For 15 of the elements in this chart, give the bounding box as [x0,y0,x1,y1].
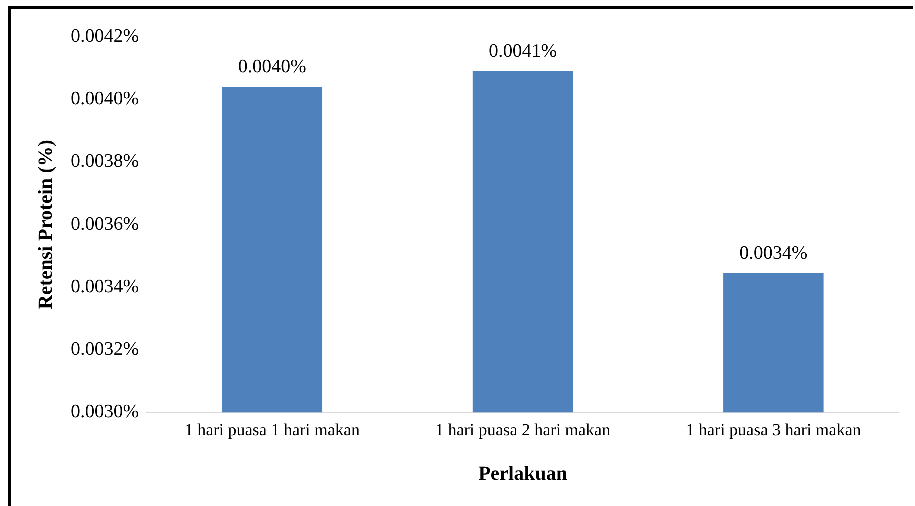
y-tick-label: 0.0040% [71,88,140,110]
y-tick-label: 0.0036% [71,214,140,235]
x-axis-title: Perlakuan [478,463,568,486]
data-label: 0.0040% [238,56,307,78]
y-axis-title: Retensi Protein (%) [35,140,58,310]
y-tick-label: 0.0032% [71,338,140,360]
y-tick-label: 0.0034% [71,276,140,298]
x-tick-label: 1 hari puasa 1 hari makan [184,420,360,440]
y-tick-label: 0.0042% [71,26,140,47]
data-label: 0.0041% [489,40,558,62]
x-tick-label: 1 hari puasa 2 hari makan [435,420,612,440]
x-tick-label: 1 hari puasa 3 hari makan [686,420,862,440]
data-label: 0.0034% [740,242,808,264]
y-tick-label: 0.0038% [71,151,140,172]
y-tick-label: 0.0030% [71,402,140,423]
